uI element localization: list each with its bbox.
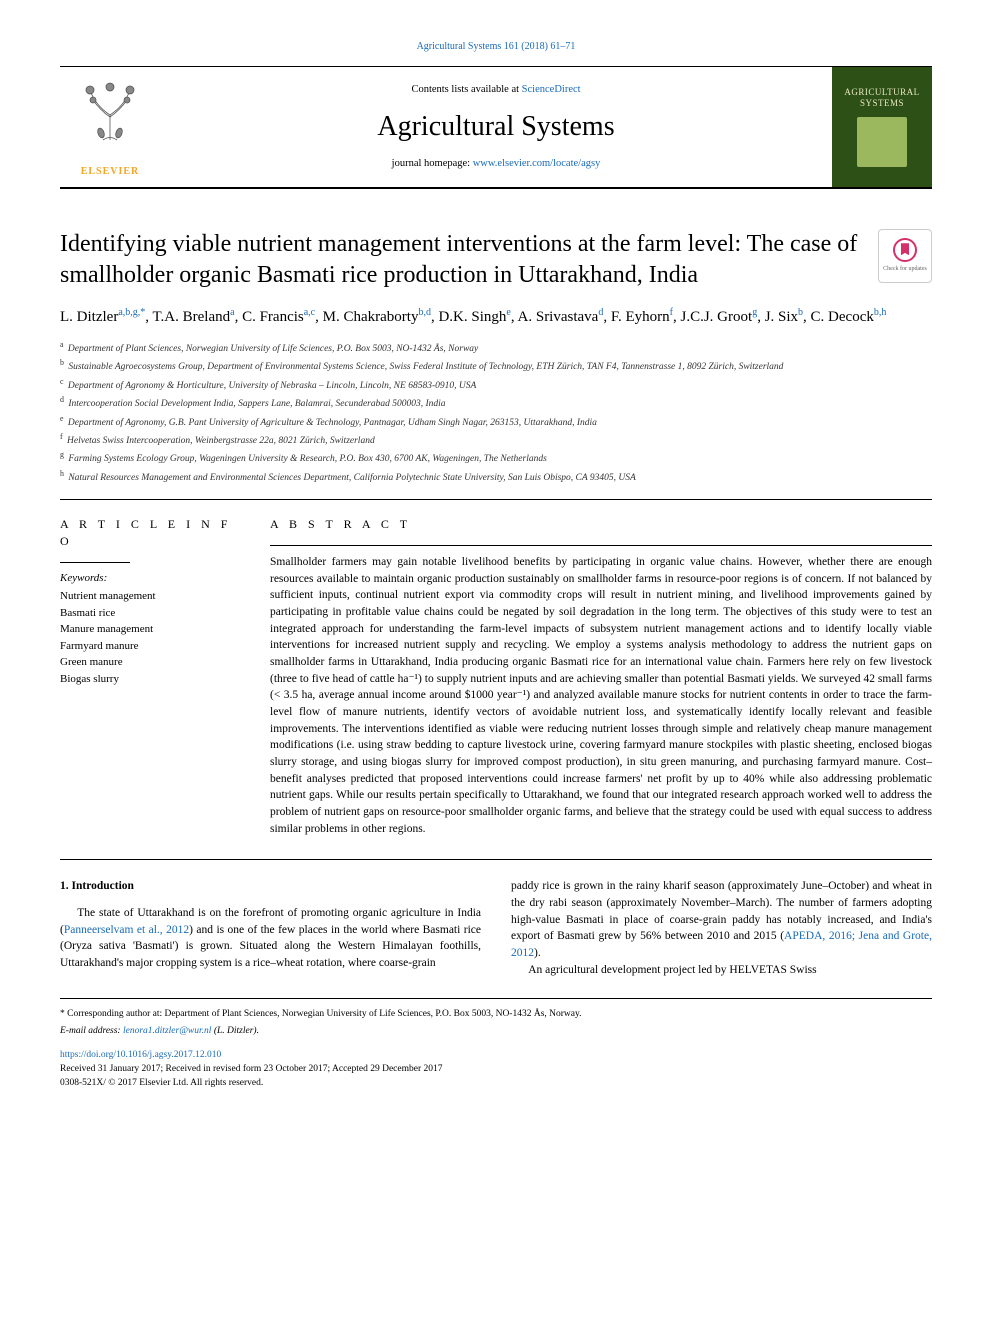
affiliation-item: a Department of Plant Sciences, Norwegia… <box>60 339 932 356</box>
publisher-logo-block: ELSEVIER <box>60 67 160 187</box>
divider <box>60 859 932 860</box>
copyright-line: 0308-521X/ © 2017 Elsevier Ltd. All righ… <box>60 1078 263 1088</box>
email-line: E-mail address: lenora1.ditzler@wur.nl (… <box>60 1024 932 1038</box>
elsevier-tree-icon <box>75 75 145 145</box>
homepage-prefix: journal homepage: <box>392 158 473 169</box>
abstract-text: Smallholder farmers may gain notable liv… <box>270 554 932 837</box>
keywords-list: Nutrient managementBasmati riceManure ma… <box>60 588 240 687</box>
masthead: ELSEVIER Contents lists available at Sci… <box>60 66 932 189</box>
body-text: ). <box>534 947 541 959</box>
email-author: (L. Ditzler). <box>211 1026 259 1036</box>
publisher-name: ELSEVIER <box>81 165 140 179</box>
crossmark-icon <box>893 238 917 262</box>
email-label: E-mail address: <box>60 1026 123 1036</box>
article-info-column: A R T I C L E I N F O Keywords: Nutrient… <box>60 516 240 837</box>
abstract-heading: A B S T R A C T <box>270 516 932 533</box>
keyword-item: Manure management <box>60 621 240 638</box>
corresponding-author: * Corresponding author at: Department of… <box>60 1007 932 1021</box>
check-updates-badge[interactable]: Check for updates <box>878 229 932 283</box>
affiliation-item: f Helvetas Swiss Intercooperation, Weinb… <box>60 431 932 448</box>
keyword-item: Biogas slurry <box>60 671 240 688</box>
body-columns: 1. Introduction The state of Uttarakhand… <box>60 878 932 978</box>
contents-line: Contents lists available at ScienceDirec… <box>160 83 832 98</box>
divider <box>60 562 130 563</box>
keyword-item: Basmati rice <box>60 605 240 622</box>
check-updates-label: Check for updates <box>883 265 927 273</box>
body-text: An agricultural development project led … <box>528 964 816 976</box>
divider <box>270 545 932 546</box>
running-head: Agricultural Systems 161 (2018) 61–71 <box>60 40 932 54</box>
history-line: Received 31 January 2017; Received in re… <box>60 1064 443 1074</box>
affiliation-item: d Intercooperation Social Development In… <box>60 394 932 411</box>
divider <box>60 499 932 500</box>
affiliation-item: c Department of Agronomy & Horticulture,… <box>60 376 932 393</box>
article-title: Identifying viable nutrient management i… <box>60 229 858 291</box>
contents-prefix: Contents lists available at <box>411 84 521 95</box>
affiliation-item: b Sustainable Agroecosystems Group, Depa… <box>60 357 932 374</box>
author-list: L. Ditzlera,b,g,*, T.A. Brelanda, C. Fra… <box>60 305 932 329</box>
keyword-item: Nutrient management <box>60 588 240 605</box>
footnotes: * Corresponding author at: Department of… <box>60 998 932 1090</box>
keywords-label: Keywords: <box>60 571 240 586</box>
journal-cover-thumb: AGRICULTURAL SYSTEMS <box>832 67 932 187</box>
journal-homepage-link[interactable]: www.elsevier.com/locate/agsy <box>473 158 601 169</box>
abstract-column: A B S T R A C T Smallholder farmers may … <box>270 516 932 837</box>
section-heading: 1. Introduction <box>60 878 481 895</box>
body-paragraph: paddy rice is grown in the rainy kharif … <box>511 878 932 961</box>
citation-link[interactable]: Panneerselvam et al., 2012 <box>64 924 189 936</box>
doi-link[interactable]: https://doi.org/10.1016/j.agsy.2017.12.0… <box>60 1050 221 1060</box>
cover-graphic-icon <box>857 117 907 167</box>
affiliations-block: a Department of Plant Sciences, Norwegia… <box>60 339 932 485</box>
journal-title: Agricultural Systems <box>160 107 832 146</box>
body-paragraph: The state of Uttarakhand is on the foref… <box>60 905 481 972</box>
body-paragraph: An agricultural development project led … <box>511 962 932 979</box>
running-head-link[interactable]: Agricultural Systems 161 (2018) 61–71 <box>417 41 576 52</box>
email-link[interactable]: lenora1.ditzler@wur.nl <box>123 1026 211 1036</box>
affiliation-item: e Department of Agronomy, G.B. Pant Univ… <box>60 413 932 430</box>
affiliation-item: g Farming Systems Ecology Group, Wagenin… <box>60 449 932 466</box>
homepage-line: journal homepage: www.elsevier.com/locat… <box>160 157 832 172</box>
masthead-center: Contents lists available at ScienceDirec… <box>160 73 832 182</box>
cover-title: AGRICULTURAL SYSTEMS <box>838 87 926 109</box>
keyword-item: Farmyard manure <box>60 638 240 655</box>
article-info-heading: A R T I C L E I N F O <box>60 516 240 550</box>
sciencedirect-link[interactable]: ScienceDirect <box>522 84 581 95</box>
affiliation-item: h Natural Resources Management and Envir… <box>60 468 932 485</box>
keyword-item: Green manure <box>60 654 240 671</box>
doi-block: https://doi.org/10.1016/j.agsy.2017.12.0… <box>60 1048 932 1091</box>
